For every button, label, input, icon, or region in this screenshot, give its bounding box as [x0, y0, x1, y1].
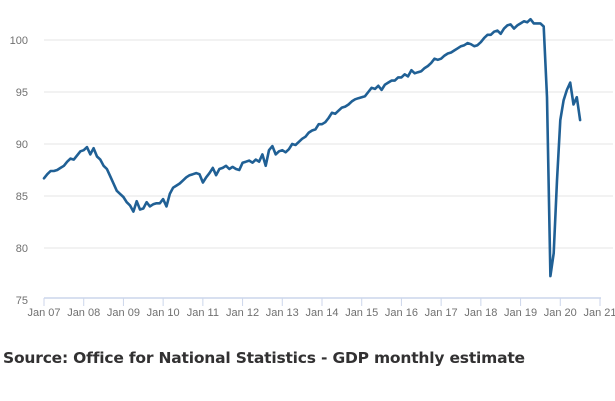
x-tick-label: Jan 08 [67, 307, 100, 319]
x-tick-label: Jan 12 [226, 307, 259, 319]
x-tick-label: Jan 13 [266, 307, 299, 319]
y-tick-label: 95 [16, 87, 28, 99]
y-tick-label: 80 [16, 243, 28, 255]
x-tick-label: Jan 19 [504, 307, 537, 319]
x-tick-label: Jan 09 [107, 307, 140, 319]
x-tick-label: Jan 07 [27, 307, 60, 319]
x-tick-label: Jan 20 [544, 307, 577, 319]
x-tick-label: Jan 14 [305, 307, 338, 319]
gridlines [44, 39, 613, 249]
x-tick-label: Jan 16 [385, 307, 418, 319]
y-tick-label: 75 [16, 295, 28, 307]
x-tick-label: Jan 11 [187, 307, 219, 319]
gdp-series-line [42, 17, 582, 278]
y-tick-label: 90 [16, 139, 28, 151]
x-tick-label: Jan 21 [583, 307, 615, 319]
x-tick-label: Jan 15 [345, 307, 378, 319]
x-tick-label: Jan 18 [464, 307, 497, 319]
source-note: Source: Office for National Statistics -… [3, 349, 525, 367]
x-tick-label: Jan 17 [425, 307, 458, 319]
x-axis: Jan 07 Jan 08 Jan 09 Jan 10 Jan 11 Jan 12 Jan … [27, 297, 615, 319]
y-tick-label: 100 [10, 35, 28, 47]
y-axis: 75 80 85 90 95 100 [10, 35, 28, 307]
y-tick-label: 85 [16, 191, 28, 203]
x-tick-label: Jan 10 [147, 307, 180, 319]
